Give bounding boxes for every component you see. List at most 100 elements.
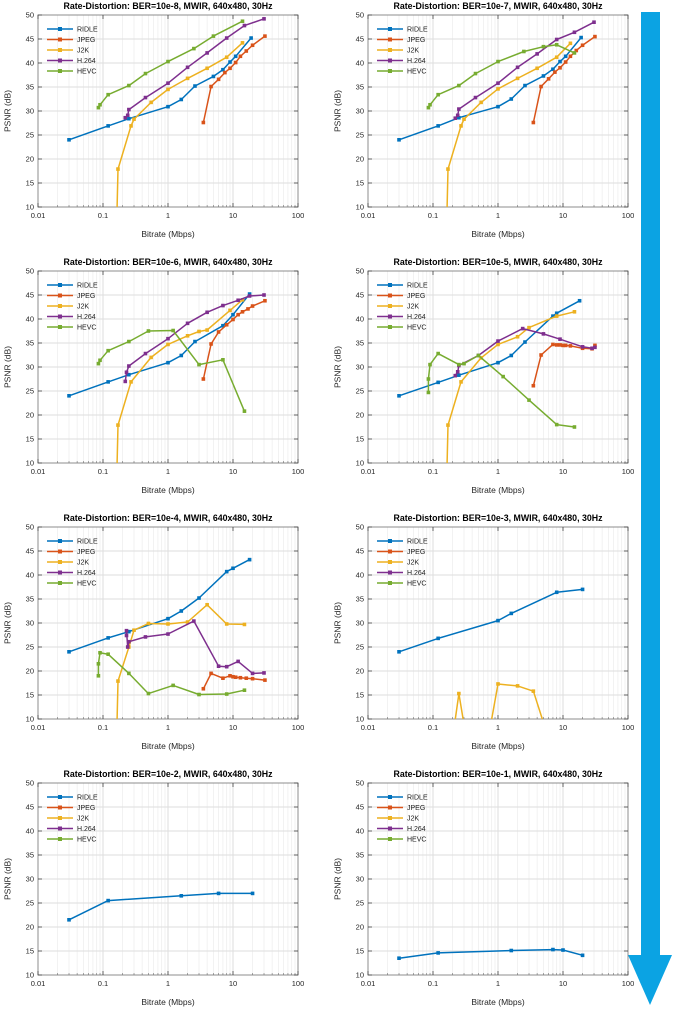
svg-text:JPEG: JPEG [407,293,425,300]
svg-text:20: 20 [26,667,34,676]
chart-title: Rate-Distortion: BER=10e-8, MWIR, 640x48… [63,1,273,11]
svg-text:45: 45 [26,547,34,556]
series-RIDLE [67,36,253,142]
svg-text:40: 40 [26,827,34,836]
svg-text:20: 20 [356,667,364,676]
series-HEVC [426,42,577,110]
x-axis-label: Bitrate (Mbps) [141,485,195,495]
chart-title: Rate-Distortion: BER=10e-1, MWIR, 640x48… [393,769,603,779]
svg-text:10: 10 [229,723,237,732]
svg-text:25: 25 [26,899,34,908]
svg-text:50: 50 [26,523,34,532]
svg-text:H.264: H.264 [407,826,426,833]
svg-text:20: 20 [356,411,364,420]
series-H.264 [124,619,266,676]
svg-text:HEVC: HEVC [407,69,426,76]
svg-text:35: 35 [26,595,34,604]
series-HEVC [96,19,245,110]
svg-text:35: 35 [356,595,364,604]
svg-text:JPEG: JPEG [407,805,425,812]
plot-area: 0.01 0.1 1 10 100 10 15 20 25 30 35 40 45 50 RIDLE JPEG… [26,523,305,732]
svg-text:10: 10 [229,979,237,988]
svg-text:30: 30 [356,875,364,884]
series-RIDLE [67,557,252,654]
series-JPEG [201,34,267,125]
x-axis-label: Bitrate (Mbps) [471,485,525,495]
svg-text:0.1: 0.1 [428,467,438,476]
svg-text:10: 10 [229,211,237,220]
svg-text:0.01: 0.01 [361,723,376,732]
svg-text:1: 1 [496,467,500,476]
svg-text:30: 30 [26,363,34,372]
svg-text:H.264: H.264 [77,58,96,65]
svg-text:1: 1 [166,211,170,220]
x-axis-label: Bitrate (Mbps) [141,229,195,239]
chart-title: Rate-Distortion: BER=10e-3, MWIR, 640x48… [393,513,603,523]
svg-text:J2K: J2K [77,48,89,55]
chart-panel-ber-10e-4: Rate-Distortion: BER=10e-4, MWIR, 640x48… [0,512,330,768]
svg-text:J2K: J2K [77,816,89,823]
svg-text:J2K: J2K [77,304,89,311]
svg-text:1: 1 [496,723,500,732]
svg-text:HEVC: HEVC [77,581,96,588]
svg-text:25: 25 [356,899,364,908]
svg-text:30: 30 [26,107,34,116]
svg-text:45: 45 [356,803,364,812]
series-H.264 [453,20,596,120]
svg-text:0.01: 0.01 [31,211,46,220]
plot-area: 0.01 0.1 1 10 100 10 15 20 25 30 35 40 45 50 RIDLE JPEG… [356,267,635,476]
series-RIDLE [397,298,582,398]
svg-text:HEVC: HEVC [407,581,426,588]
svg-text:25: 25 [26,131,34,140]
svg-text:20: 20 [356,155,364,164]
charts-grid: Rate-Distortion: BER=10e-8, MWIR, 640x48… [0,1,660,1007]
series-J2K [446,41,573,208]
legend: RIDLE JPEG J2K H.264 HEVC [47,795,98,844]
x-axis-label: Bitrate (Mbps) [471,997,525,1007]
legend: RIDLE JPEG J2K H.264 HEVC [377,27,428,76]
svg-text:15: 15 [356,435,364,444]
svg-text:1: 1 [166,723,170,732]
series-J2K [116,41,245,208]
svg-text:H.264: H.264 [77,570,96,577]
svg-text:10: 10 [26,203,34,212]
svg-text:H.264: H.264 [407,314,426,321]
svg-text:RIDLE: RIDLE [407,795,428,802]
svg-text:RIDLE: RIDLE [407,283,428,290]
plot-area: 0.01 0.1 1 10 100 10 15 20 25 30 35 40 45 50 RIDLE JPEG… [26,11,305,220]
legend: RIDLE JPEG J2K H.264 HEVC [377,539,428,588]
svg-text:50: 50 [356,11,364,20]
series-RIDLE [67,891,255,922]
svg-text:0.01: 0.01 [31,723,46,732]
svg-text:30: 30 [26,619,34,628]
svg-text:35: 35 [26,83,34,92]
svg-text:J2K: J2K [407,816,419,823]
series-H.264 [123,17,266,120]
svg-text:30: 30 [26,875,34,884]
svg-text:10: 10 [559,979,567,988]
svg-text:100: 100 [292,467,305,476]
svg-text:0.01: 0.01 [361,979,376,988]
legend: RIDLE JPEG J2K H.264 HEVC [377,283,428,332]
chart-title: Rate-Distortion: BER=10e-7, MWIR, 640x48… [393,1,603,11]
svg-text:40: 40 [356,827,364,836]
svg-text:25: 25 [356,131,364,140]
svg-text:1: 1 [166,979,170,988]
chart-title: Rate-Distortion: BER=10e-6, MWIR, 640x48… [63,257,273,267]
svg-text:HEVC: HEVC [407,325,426,332]
svg-text:0.01: 0.01 [31,979,46,988]
svg-text:H.264: H.264 [77,314,96,321]
svg-text:HEVC: HEVC [77,325,96,332]
svg-text:10: 10 [356,203,364,212]
svg-text:50: 50 [356,523,364,532]
svg-text:RIDLE: RIDLE [77,539,98,546]
chart-panel-ber-10e-5: Rate-Distortion: BER=10e-5, MWIR, 640x48… [330,256,660,512]
svg-text:20: 20 [26,411,34,420]
svg-text:35: 35 [26,851,34,860]
series-JPEG [201,671,267,691]
svg-text:50: 50 [26,267,34,276]
series-JPEG [531,34,597,125]
svg-text:JPEG: JPEG [77,805,95,812]
svg-text:15: 15 [356,179,364,188]
svg-text:45: 45 [356,291,364,300]
